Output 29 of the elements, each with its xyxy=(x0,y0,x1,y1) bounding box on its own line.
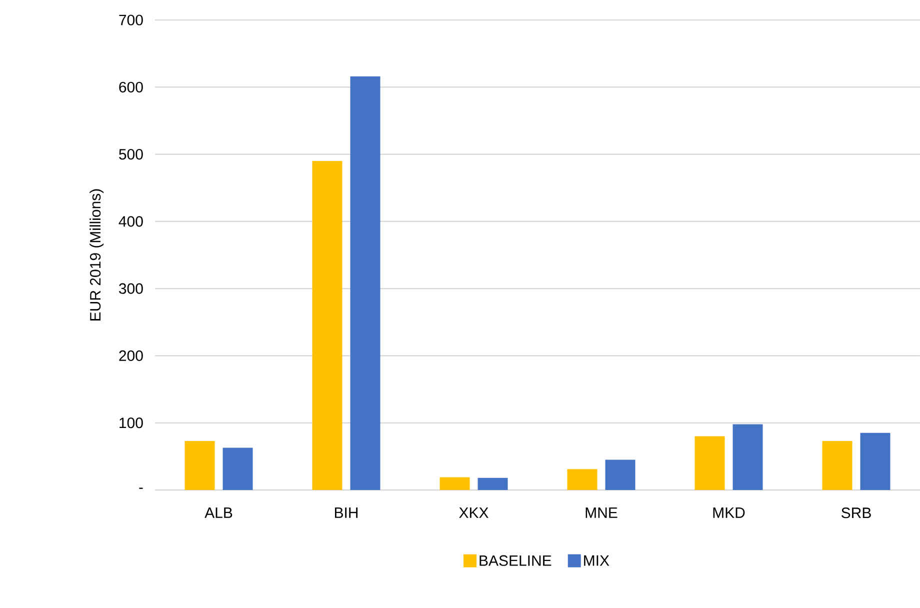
y-tick-label: 200 xyxy=(119,350,143,362)
bar xyxy=(350,76,380,490)
bar xyxy=(312,161,342,490)
x-tick-label: MNE xyxy=(586,508,618,518)
x-tick-label: MKD xyxy=(713,508,745,518)
x-tick-label: ALB xyxy=(204,508,232,518)
y-tick-label: 400 xyxy=(118,216,143,227)
y-tick-label: 700 xyxy=(119,14,143,26)
x-tick-label: SRB xyxy=(842,508,871,518)
bar xyxy=(478,478,508,490)
x-tick-label: XKX xyxy=(459,508,488,518)
bar xyxy=(822,440,852,490)
bar xyxy=(732,424,763,490)
y-axis-title: EUR 2019 (Millions) xyxy=(90,189,104,320)
y-tick-label: - xyxy=(139,488,143,489)
bar xyxy=(605,460,636,490)
y-tick-label: 300 xyxy=(119,283,143,294)
y-tick-label: 500 xyxy=(119,148,143,160)
bar xyxy=(222,448,253,490)
bar xyxy=(694,436,725,490)
x-tick-label: BIH xyxy=(334,508,358,518)
y-tick-label: 600 xyxy=(119,82,143,92)
bar xyxy=(860,432,890,490)
bar xyxy=(567,469,598,490)
bar xyxy=(184,440,215,490)
legend-label: BASELINE xyxy=(480,555,552,566)
legend-label: MIX xyxy=(584,555,610,566)
bar xyxy=(440,477,470,490)
y-tick-label: 100 xyxy=(120,418,143,428)
